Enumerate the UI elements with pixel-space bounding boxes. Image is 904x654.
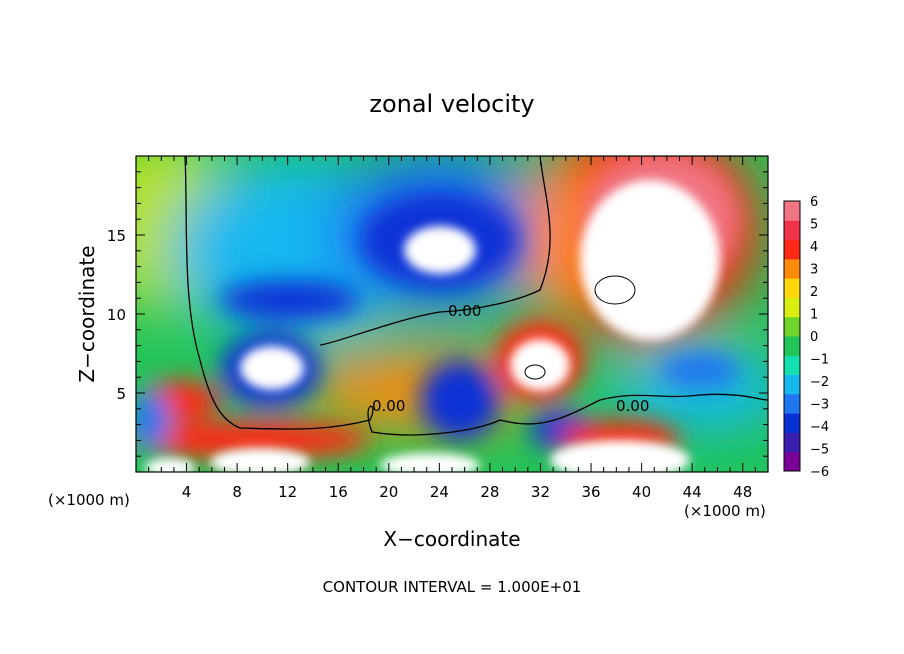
- colorbar-swatch: [784, 316, 800, 337]
- y-tick-label: 5: [116, 385, 126, 403]
- velocity-field: [136, 156, 768, 472]
- colorbar-swatch: [784, 220, 800, 241]
- colorbar-swatch: [784, 297, 800, 318]
- y-axis-label: Z−coordinate: [75, 245, 99, 382]
- x-unit-label: (×1000 m): [48, 491, 130, 509]
- colorbar-swatch: [784, 336, 800, 356]
- colorbar-swatch: [784, 258, 800, 279]
- colorbar-swatch: [784, 201, 800, 221]
- colorbar-swatch: [784, 413, 800, 433]
- y-tick-label: 10: [107, 306, 126, 324]
- colorbar-label: −4: [810, 420, 829, 435]
- contour-label: 0.00: [372, 397, 405, 415]
- x-tick-label: 36: [581, 483, 600, 501]
- colorbar-swatch: [784, 374, 800, 395]
- x-axis-ticks: 4 8 12 16 20 24 28 32 36 40 44 48: [148, 156, 756, 501]
- colorbar-label: 0: [810, 330, 818, 345]
- x-axis-label: X−coordinate: [383, 527, 520, 551]
- colorbar-label: −3: [810, 398, 829, 413]
- colorbar-swatch: [784, 393, 800, 414]
- colorbar-label: −6: [810, 465, 829, 480]
- contour-interval-note: CONTOUR INTERVAL = 1.000E+01: [323, 578, 582, 596]
- colorbar-label: −2: [810, 375, 829, 390]
- colorbar-swatch: [784, 278, 800, 298]
- colorbar: [783, 200, 801, 472]
- colorbar-swatch: [784, 451, 800, 472]
- x-tick-label: 16: [329, 483, 348, 501]
- contour-label: 0.00: [616, 397, 649, 415]
- colorbar-label: 6: [810, 195, 818, 210]
- colorbar-frame: [783, 200, 801, 472]
- colorbar-labels: 6 5 4 3 2 1 0 −1 −2 −3 −4 −5 −6: [810, 195, 829, 480]
- x-tick-label: 32: [531, 483, 550, 501]
- x-tick-label: 4: [182, 483, 192, 501]
- colorbar-label: 1: [810, 308, 818, 323]
- colorbar-label: −1: [810, 353, 829, 368]
- colorbar-label: −5: [810, 443, 829, 458]
- colorbar-label: 5: [810, 218, 818, 233]
- x-tick-label: 48: [733, 483, 752, 501]
- chart-title: zonal velocity: [369, 90, 534, 118]
- x-tick-label: 28: [480, 483, 499, 501]
- colorbar-swatch: [784, 239, 800, 260]
- x-tick-label: 44: [683, 483, 702, 501]
- contour-label: 0.00: [448, 302, 481, 320]
- x-tick-label: 20: [379, 483, 398, 501]
- colorbar-label: 3: [810, 263, 818, 278]
- colorbar-label: 2: [810, 285, 818, 300]
- y-axis-ticks: 5 10 15: [107, 171, 768, 457]
- x-tick-label: 24: [430, 483, 449, 501]
- x-unit-label-right: (×1000 m): [684, 502, 766, 520]
- colorbar-swatch: [784, 432, 800, 453]
- x-tick-label: 40: [632, 483, 651, 501]
- colorbar-swatch: [784, 355, 800, 376]
- colorbar-label: 4: [810, 240, 818, 255]
- y-tick-label: 15: [107, 227, 126, 245]
- zero-contour: [184, 156, 768, 436]
- x-tick-label: 12: [278, 483, 297, 501]
- x-tick-label: 8: [232, 483, 242, 501]
